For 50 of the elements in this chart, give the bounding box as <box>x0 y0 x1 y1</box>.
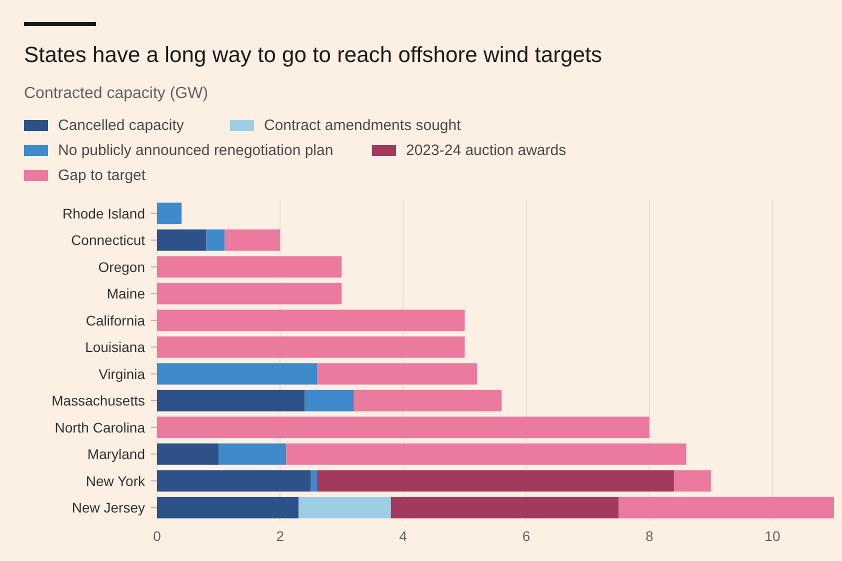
bar <box>157 336 465 358</box>
x-tick-label: 8 <box>645 528 654 544</box>
x-tick-label: 10 <box>764 528 780 544</box>
x-tick-label: 6 <box>522 528 530 544</box>
bar <box>390 496 619 518</box>
bar <box>618 496 834 518</box>
x-tick-label: 0 <box>153 528 162 544</box>
bar <box>157 256 342 278</box>
bar <box>157 416 650 438</box>
bar <box>157 229 206 251</box>
legend-label: Cancelled capacity <box>58 117 184 134</box>
y-tick-label: Maine <box>106 286 146 302</box>
chart-subtitle: Contracted capacity (GW) <box>24 85 208 102</box>
legend-label: No publicly announced renegotiation plan <box>58 142 334 159</box>
y-tick-label: Connecticut <box>71 232 146 248</box>
chart-title: States have a long way to go to reach offshore wind targets <box>24 42 602 67</box>
bar <box>157 282 342 304</box>
bar <box>310 470 318 492</box>
y-tick-label: California <box>86 312 146 328</box>
bar <box>317 363 478 385</box>
bar <box>674 470 711 492</box>
bar <box>157 443 219 465</box>
legend-label: Gap to target <box>58 167 146 184</box>
y-tick-label: Virginia <box>98 366 146 382</box>
y-tick-label: New Jersey <box>72 500 145 516</box>
y-tick-label: New York <box>86 472 146 489</box>
bar <box>354 390 502 412</box>
bar <box>157 496 299 518</box>
y-tick-label: Massachusetts <box>52 392 145 409</box>
bar <box>298 496 391 518</box>
y-tick-label: North Carolina <box>54 419 146 436</box>
y-tick-label: Oregon <box>98 258 145 275</box>
bar <box>206 229 225 251</box>
y-tick-label: Louisiana <box>85 339 146 356</box>
x-tick-label: 2 <box>276 528 284 544</box>
bar <box>157 202 182 224</box>
bar <box>157 363 318 385</box>
y-tick-label: Rhode Island <box>62 205 145 222</box>
bar <box>157 390 305 412</box>
bar <box>304 390 354 412</box>
bar <box>317 470 674 492</box>
bar <box>157 470 311 492</box>
y-tick-label: Maryland <box>87 446 145 462</box>
bar <box>218 443 286 465</box>
x-tick-label: 4 <box>399 528 408 544</box>
legend-label: Contract amendments sought <box>264 117 462 134</box>
bar <box>157 310 465 332</box>
legend-label: 2023-24 auction awards <box>406 142 566 159</box>
bar <box>286 443 686 465</box>
bar <box>224 229 280 251</box>
